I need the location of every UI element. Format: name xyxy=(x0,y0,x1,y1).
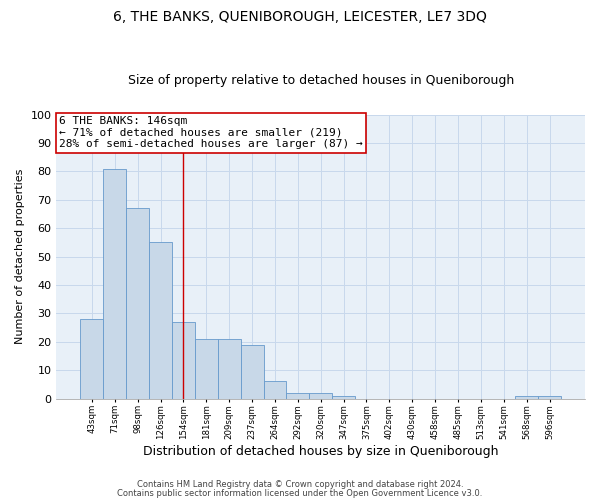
Bar xyxy=(218,339,241,398)
Text: Contains HM Land Registry data © Crown copyright and database right 2024.: Contains HM Land Registry data © Crown c… xyxy=(137,480,463,489)
Bar xyxy=(241,344,263,399)
Bar xyxy=(149,242,172,398)
Bar xyxy=(538,396,561,398)
Bar xyxy=(103,168,126,398)
Text: 6, THE BANKS, QUENIBOROUGH, LEICESTER, LE7 3DQ: 6, THE BANKS, QUENIBOROUGH, LEICESTER, L… xyxy=(113,10,487,24)
Bar xyxy=(126,208,149,398)
Title: Size of property relative to detached houses in Queniborough: Size of property relative to detached ho… xyxy=(128,74,514,87)
Y-axis label: Number of detached properties: Number of detached properties xyxy=(15,169,25,344)
Bar xyxy=(195,339,218,398)
Bar xyxy=(80,319,103,398)
Text: Contains public sector information licensed under the Open Government Licence v3: Contains public sector information licen… xyxy=(118,488,482,498)
Bar xyxy=(332,396,355,398)
Text: 6 THE BANKS: 146sqm
← 71% of detached houses are smaller (219)
28% of semi-detac: 6 THE BANKS: 146sqm ← 71% of detached ho… xyxy=(59,116,363,149)
X-axis label: Distribution of detached houses by size in Queniborough: Distribution of detached houses by size … xyxy=(143,444,499,458)
Bar xyxy=(286,393,309,398)
Bar xyxy=(172,322,195,398)
Bar xyxy=(309,393,332,398)
Bar xyxy=(515,396,538,398)
Bar xyxy=(263,382,286,398)
